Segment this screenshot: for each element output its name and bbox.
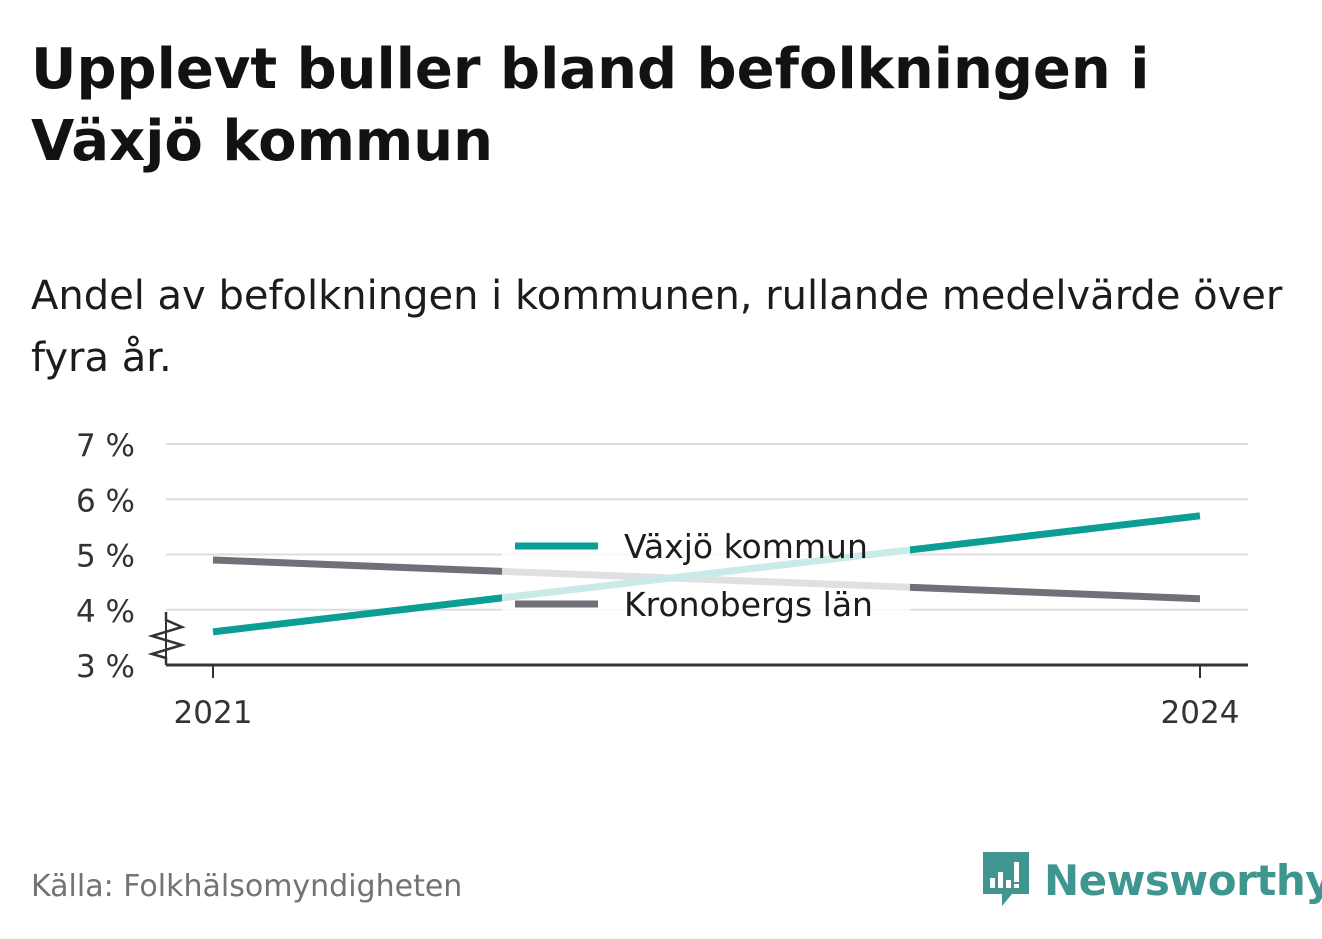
y-tick-label: 5 % [76,539,135,575]
y-axis-tick-labels: 3 % 4 % 5 % 6 % 7 % [76,428,135,685]
y-axis-break-icon [147,612,187,665]
y-tick-label: 4 % [76,594,135,630]
brand-name: Newsworthy [1044,855,1322,905]
legend-label: Kronobergs län [624,585,873,624]
legend-label: Växjö kommun [624,527,868,566]
x-tick-label: 2024 [1161,695,1240,731]
newsworthy-logo: Newsworthy [980,850,1322,910]
legend-background [502,520,910,616]
x-tick-label: 2021 [174,695,253,731]
chart-title: Upplevt buller bland befolkningen i Växj… [31,37,1150,174]
bar-chart-bubble-icon [983,852,1029,906]
source-note: Källa: Folkhälsomyndigheten [31,869,463,904]
line-chart: 3 % 4 % 5 % 6 % 7 % 2021 2024 Växjö kommun Kro… [76,428,1248,731]
chart-subtitle: Andel av befolkningen i kommunen, rullan… [31,273,1283,381]
x-axis: 2021 2024 [147,612,1248,731]
y-tick-label: 3 % [76,649,135,685]
y-tick-label: 7 % [76,428,135,464]
y-tick-label: 6 % [76,483,135,519]
legend: Växjö kommun Kronobergs län [502,520,910,624]
